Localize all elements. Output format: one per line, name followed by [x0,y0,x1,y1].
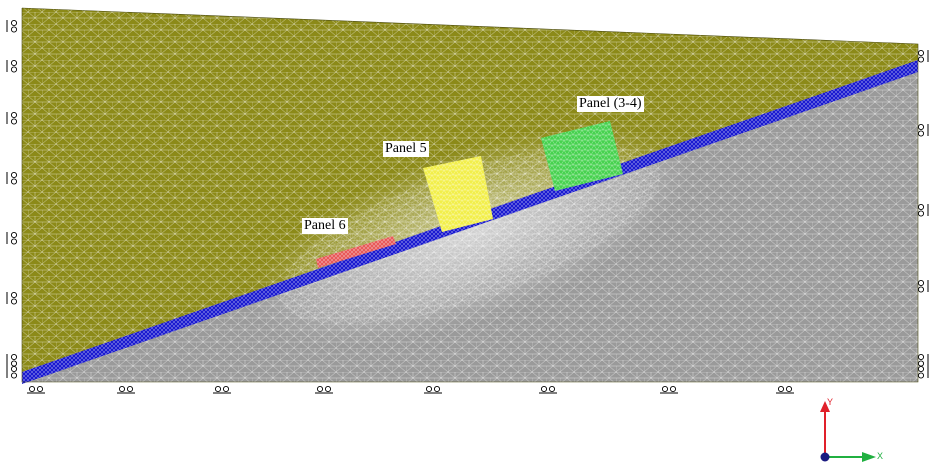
roller-support [6,291,18,305]
roller-support [315,385,333,394]
roller-support [6,59,18,73]
roller-support [27,385,45,394]
panel-3-4-mesh [541,121,623,191]
roller-support [917,203,929,217]
roller-support [213,385,231,394]
left-roller-supports [6,19,18,379]
bottom-roller-supports [27,385,794,394]
roller-support [539,385,557,394]
z-axis-dot [820,452,830,462]
roller-support [117,385,135,394]
roller-support [6,365,18,379]
right-roller-supports [917,49,929,379]
roller-support [917,279,929,293]
roller-support [6,111,18,125]
roller-support [917,365,929,379]
roller-support [917,123,929,137]
x-axis-label: X [877,451,884,461]
panel-6-label: Panel 6 [302,218,348,234]
panel-5-mesh [423,156,493,232]
roller-support [6,231,18,245]
model-boundary [21,7,919,383]
roller-support [917,353,929,367]
axes-triad [820,401,876,462]
roller-support [660,385,678,394]
roller-support [6,171,18,185]
roller-support [6,19,18,33]
panel-5-label: Panel 5 [383,141,429,157]
panel-3-4-label: Panel (3-4) [577,96,644,112]
panel-6-mesh [316,236,396,268]
y-axis-label: Y [827,397,834,407]
roller-support [776,385,794,394]
roller-support [424,385,442,394]
roller-support [6,353,18,367]
y-axis-arrowhead [820,401,830,412]
x-axis-arrowhead [862,452,876,462]
roller-support [917,49,929,63]
